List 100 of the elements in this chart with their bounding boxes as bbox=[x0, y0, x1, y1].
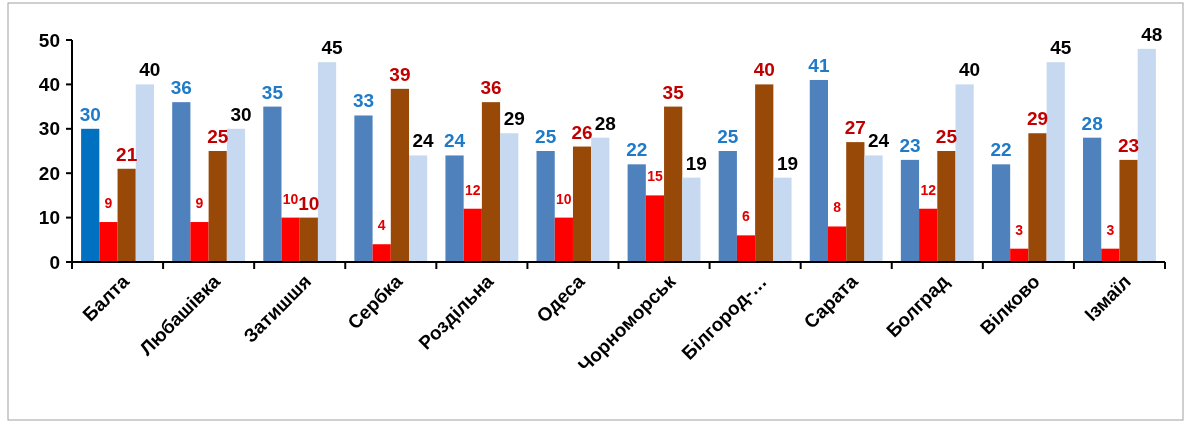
data-label: 12 bbox=[920, 181, 937, 198]
bar bbox=[554, 217, 573, 262]
bar bbox=[1083, 137, 1102, 262]
bar bbox=[645, 195, 665, 262]
bar bbox=[937, 151, 956, 262]
bar bbox=[81, 128, 100, 262]
bar bbox=[135, 84, 154, 262]
data-label: 25 bbox=[207, 126, 229, 147]
data-label: 19 bbox=[685, 152, 707, 174]
y-tick-label: 50 bbox=[38, 29, 60, 51]
bar bbox=[281, 217, 300, 262]
data-label: 36 bbox=[480, 77, 502, 99]
data-label: 30 bbox=[230, 103, 252, 125]
bar bbox=[919, 208, 938, 262]
bar bbox=[1046, 62, 1065, 262]
bar bbox=[481, 102, 501, 262]
data-label: 22 bbox=[626, 139, 648, 161]
bar bbox=[1119, 159, 1138, 262]
data-label: 9 bbox=[195, 195, 204, 212]
data-label: 35 bbox=[662, 81, 685, 103]
data-label: 28 bbox=[594, 112, 616, 134]
bar bbox=[846, 142, 865, 262]
bar bbox=[1028, 133, 1047, 262]
bar bbox=[627, 164, 646, 262]
data-label: 3 bbox=[1106, 221, 1115, 238]
bar bbox=[664, 106, 683, 262]
data-label: 10 bbox=[298, 192, 320, 214]
data-label: 3 bbox=[1015, 221, 1024, 238]
bar bbox=[172, 102, 191, 262]
bar bbox=[1137, 48, 1156, 262]
data-label: 6 bbox=[742, 208, 751, 225]
data-label: 8 bbox=[833, 199, 842, 216]
bar bbox=[955, 84, 974, 262]
y-tick-label: 0 bbox=[49, 251, 60, 273]
data-label: 22 bbox=[990, 139, 1012, 161]
data-label: 27 bbox=[844, 117, 866, 139]
data-label: 24 bbox=[412, 130, 435, 152]
data-label: 25 bbox=[935, 126, 958, 147]
data-label: 23 bbox=[899, 134, 921, 156]
data-label: 10 bbox=[282, 190, 299, 207]
data-label: 21 bbox=[116, 143, 138, 165]
bar bbox=[991, 164, 1011, 262]
data-label: 39 bbox=[389, 63, 411, 85]
data-label: 19 bbox=[776, 152, 799, 174]
data-label: 23 bbox=[1118, 134, 1140, 156]
bar bbox=[864, 155, 883, 262]
data-label: 45 bbox=[321, 37, 344, 59]
bar bbox=[317, 62, 337, 262]
bar bbox=[536, 151, 555, 262]
bar bbox=[463, 208, 482, 262]
data-label: 40 bbox=[959, 59, 981, 81]
data-label: 48 bbox=[1141, 23, 1163, 45]
data-label: 30 bbox=[79, 103, 101, 125]
data-label: 10 bbox=[556, 190, 572, 207]
bar bbox=[809, 79, 828, 262]
data-label: 9 bbox=[104, 195, 113, 212]
data-label: 45 bbox=[1050, 37, 1072, 59]
bar bbox=[299, 217, 318, 262]
data-label: 26 bbox=[571, 121, 593, 143]
data-label: 25 bbox=[717, 126, 739, 147]
data-label: 41 bbox=[808, 54, 830, 76]
bar bbox=[900, 159, 920, 262]
data-label: 25 bbox=[535, 126, 557, 147]
bar bbox=[755, 84, 774, 262]
bar bbox=[409, 155, 428, 262]
data-label: 12 bbox=[464, 181, 481, 198]
bar bbox=[390, 88, 410, 262]
bar bbox=[591, 137, 610, 262]
bar bbox=[773, 177, 792, 262]
bar bbox=[226, 128, 246, 262]
y-tick-label: 20 bbox=[38, 162, 60, 184]
data-label: 40 bbox=[139, 59, 161, 81]
y-tick-label: 10 bbox=[38, 207, 60, 229]
data-label: 35 bbox=[261, 81, 284, 103]
bar bbox=[736, 235, 756, 262]
bar bbox=[827, 226, 847, 262]
bar bbox=[372, 244, 391, 262]
bar bbox=[718, 151, 737, 262]
data-label: 4 bbox=[377, 217, 386, 234]
data-label: 40 bbox=[753, 59, 775, 81]
data-label: 15 bbox=[647, 168, 663, 185]
bar bbox=[354, 115, 373, 262]
y-tick-label: 40 bbox=[38, 74, 60, 96]
bar bbox=[263, 106, 282, 262]
data-label: 33 bbox=[352, 90, 375, 112]
data-label: 24 bbox=[443, 130, 466, 152]
bar bbox=[190, 222, 209, 262]
bar bbox=[445, 155, 464, 262]
bar bbox=[117, 168, 136, 262]
bar bbox=[682, 177, 701, 262]
data-label: 24 bbox=[867, 130, 890, 152]
data-label: 36 bbox=[170, 77, 192, 99]
data-label: 28 bbox=[1081, 112, 1103, 134]
y-tick-label: 30 bbox=[38, 118, 60, 140]
data-label: 29 bbox=[1026, 108, 1049, 130]
bar bbox=[99, 222, 118, 262]
bar bbox=[208, 151, 227, 262]
data-label: 29 bbox=[503, 108, 525, 130]
bar bbox=[500, 133, 519, 262]
bar bbox=[572, 146, 592, 262]
